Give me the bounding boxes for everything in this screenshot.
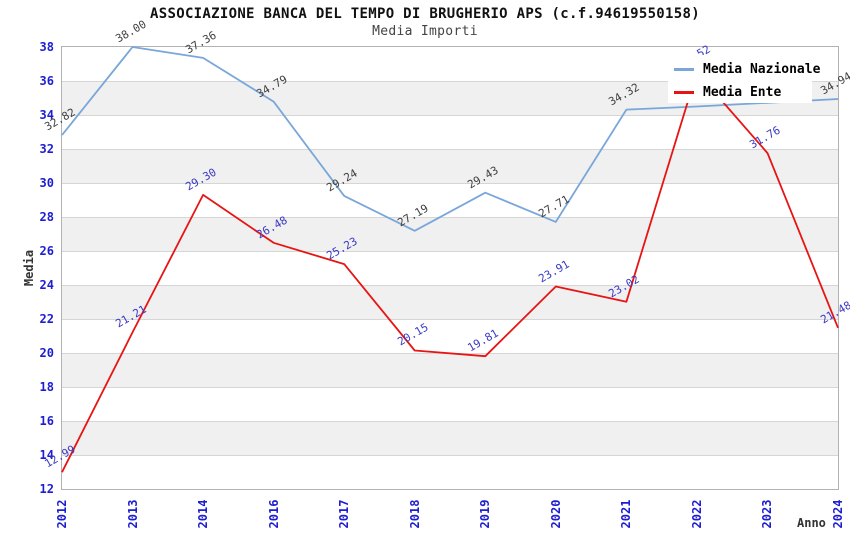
gridline: [62, 387, 838, 388]
gridline: [62, 319, 838, 320]
y-tick-label: 18: [39, 380, 54, 394]
gridline: [62, 217, 838, 218]
grid-band: [62, 421, 838, 455]
y-tick-label: 14: [39, 448, 54, 462]
y-tick-label: 22: [39, 312, 54, 326]
y-tick-label: 36: [39, 74, 54, 88]
legend-label-media-nazionale: Media Nazionale: [703, 62, 821, 77]
gridline: [62, 285, 838, 286]
y-tick-label: 34: [39, 108, 54, 122]
grid-band: [62, 149, 838, 183]
y-tick-label: 38: [39, 40, 54, 54]
gridline: [62, 455, 838, 456]
series-line-media-ente: [61, 71, 839, 473]
plot-area: [61, 46, 839, 490]
legend-label-media-ente: Media Ente: [703, 85, 782, 100]
x-axis-title: Anno: [797, 516, 826, 530]
y-tick-label: 16: [39, 414, 54, 428]
y-tick-label: 24: [39, 278, 54, 292]
grid-band: [62, 285, 838, 319]
y-tick-label: 28: [39, 210, 54, 224]
legend-line-swatch-blue: [674, 68, 694, 71]
y-tick-label: 12: [39, 482, 54, 496]
y-tick-label: 20: [39, 346, 54, 360]
y-tick-label: 32: [39, 142, 54, 156]
series-line-media-nazionale: [61, 46, 839, 232]
y-tick-label: 26: [39, 244, 54, 258]
gridline: [62, 149, 838, 150]
legend-line-swatch-red: [674, 91, 694, 94]
grid-band: [62, 217, 838, 251]
grid-band: [62, 353, 838, 387]
gridline: [62, 115, 838, 116]
chart-title: ASSOCIAZIONE BANCA DEL TEMPO DI BRUGHERI…: [150, 6, 700, 22]
legend-item-media-ente: Media Ente: [674, 80, 812, 103]
y-tick-label: 30: [39, 176, 54, 190]
gridline: [62, 421, 838, 422]
legend-item-media-nazionale: Media Nazionale: [674, 57, 820, 80]
chart-subtitle: Media Importi: [372, 24, 478, 39]
legend: Media Nazionale Media Ente: [668, 55, 820, 103]
gridline: [62, 81, 838, 82]
gridline: [62, 183, 838, 184]
gridline: [62, 251, 838, 252]
